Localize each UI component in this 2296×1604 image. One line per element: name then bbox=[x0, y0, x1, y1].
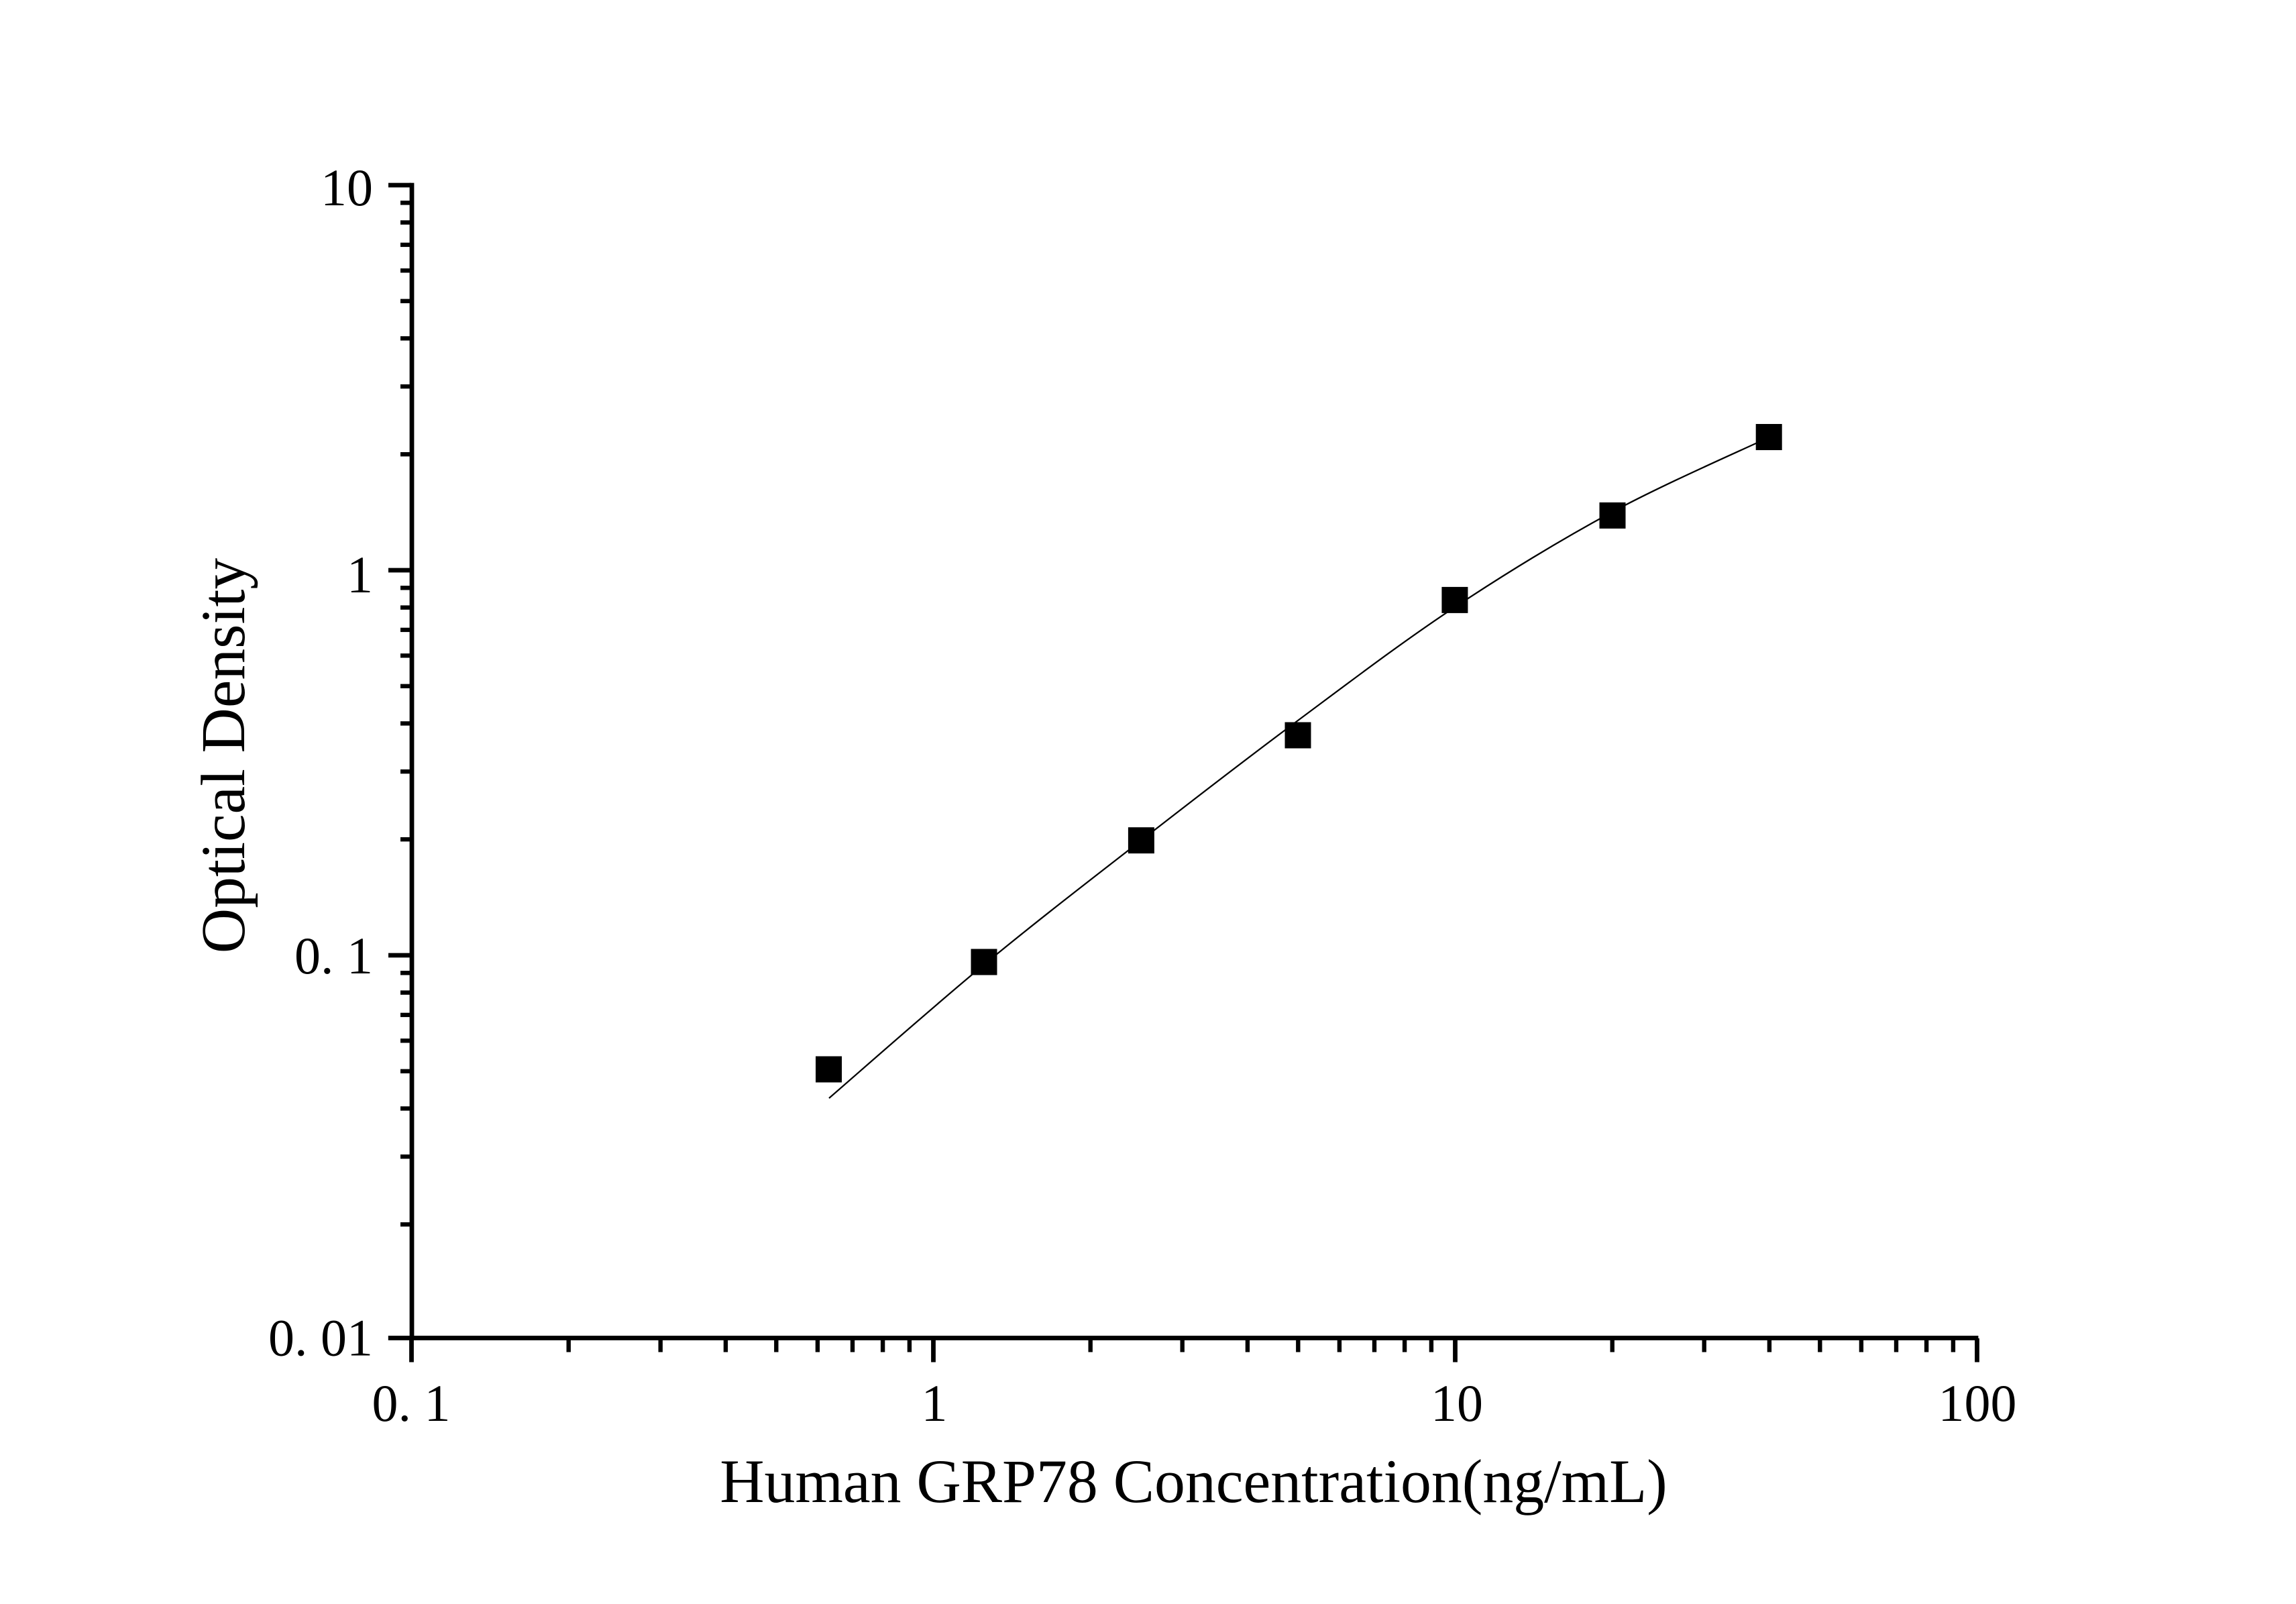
svg-text:Optical Density: Optical Density bbox=[189, 558, 258, 954]
svg-text:10: 10 bbox=[1431, 1374, 1483, 1432]
svg-text:1: 1 bbox=[922, 1374, 948, 1432]
svg-text:1: 1 bbox=[347, 545, 373, 604]
svg-text:0. 1: 0. 1 bbox=[372, 1374, 451, 1432]
svg-text:Human GRP78 Concentration(ng/m: Human GRP78 Concentration(ng/mL) bbox=[720, 1447, 1667, 1515]
svg-text:0. 1: 0. 1 bbox=[294, 926, 373, 985]
svg-text:100: 100 bbox=[1938, 1374, 2017, 1432]
svg-text:0. 01: 0. 01 bbox=[268, 1309, 373, 1367]
svg-text:10: 10 bbox=[321, 158, 373, 217]
